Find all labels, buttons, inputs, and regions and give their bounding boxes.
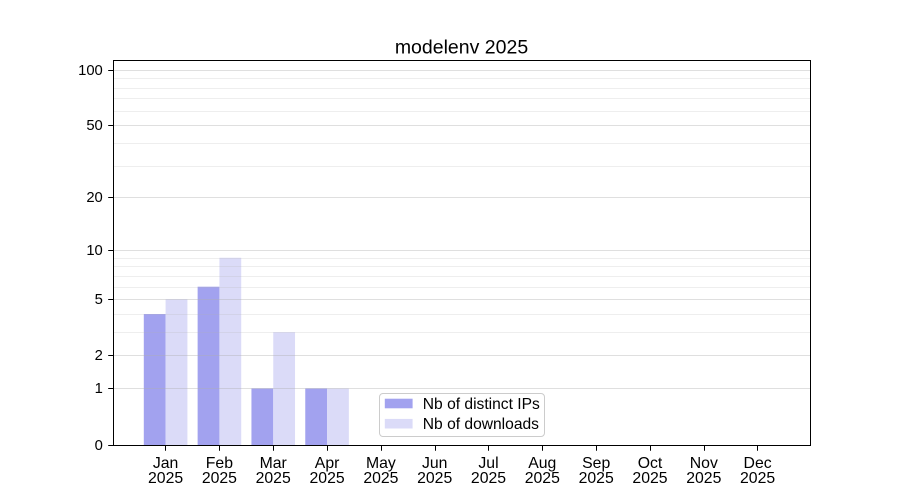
svg-text:Oct: Oct	[638, 455, 663, 472]
svg-text:Jun: Jun	[422, 455, 447, 472]
svg-text:2025: 2025	[579, 470, 614, 487]
svg-text:2025: 2025	[686, 470, 721, 487]
svg-text:Dec: Dec	[744, 455, 772, 472]
svg-text:2025: 2025	[256, 470, 291, 487]
svg-text:2025: 2025	[148, 470, 183, 487]
svg-text:2025: 2025	[417, 470, 452, 487]
svg-text:2025: 2025	[202, 470, 237, 487]
svg-text:2025: 2025	[363, 470, 398, 487]
svg-text:Nb of downloads: Nb of downloads	[423, 416, 539, 433]
svg-text:Nb of distinct IPs: Nb of distinct IPs	[423, 396, 540, 413]
svg-text:Jul: Jul	[478, 455, 498, 472]
svg-text:20: 20	[86, 190, 102, 206]
svg-text:2025: 2025	[310, 470, 345, 487]
svg-text:Aug: Aug	[528, 455, 556, 472]
svg-text:Jan: Jan	[153, 455, 178, 472]
svg-text:Nov: Nov	[690, 455, 718, 472]
svg-text:5: 5	[95, 292, 103, 308]
svg-text:2025: 2025	[740, 470, 775, 487]
svg-text:50: 50	[86, 118, 102, 134]
svg-text:100: 100	[78, 63, 103, 79]
svg-text:10: 10	[86, 243, 102, 259]
svg-text:2025: 2025	[632, 470, 667, 487]
svg-text:modelenv 2025: modelenv 2025	[395, 37, 529, 59]
svg-text:2025: 2025	[471, 470, 506, 487]
svg-text:Feb: Feb	[206, 455, 233, 472]
svg-text:May: May	[366, 455, 396, 472]
svg-text:Sep: Sep	[582, 455, 610, 472]
svg-text:1: 1	[95, 381, 103, 397]
svg-text:Mar: Mar	[260, 455, 287, 472]
svg-text:Apr: Apr	[315, 455, 340, 472]
svg-text:2: 2	[95, 348, 103, 364]
svg-text:0: 0	[95, 438, 103, 454]
svg-text:2025: 2025	[525, 470, 560, 487]
